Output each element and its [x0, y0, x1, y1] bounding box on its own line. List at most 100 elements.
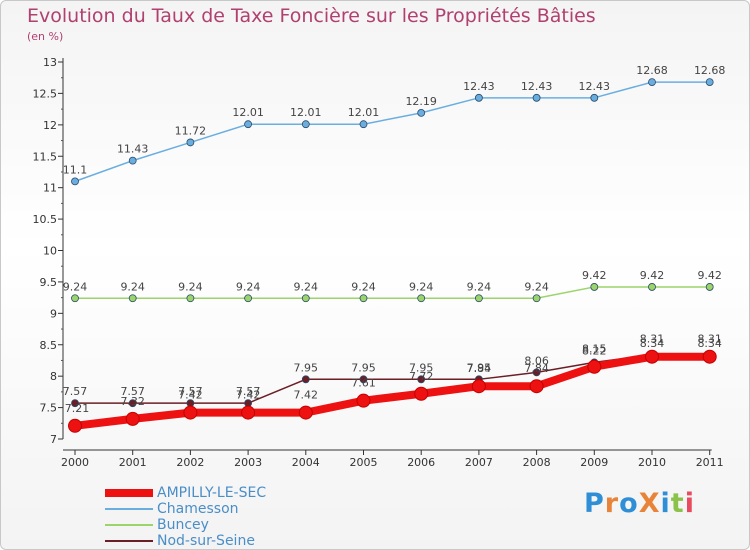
y-tick-label: 10.5	[33, 213, 58, 226]
data-point-chamesson	[301, 120, 310, 129]
data-point-ampilly-le-sec	[587, 359, 602, 374]
legend-item: Buncey	[105, 517, 405, 533]
data-point-buncey	[186, 294, 195, 303]
x-tick-label: 2005	[350, 456, 378, 469]
series-layer	[68, 78, 717, 433]
legend-item: Chamesson	[105, 501, 405, 517]
data-point-chamesson	[128, 156, 137, 165]
x-tick-label: 2010	[638, 456, 666, 469]
y-tick-label: 10	[43, 245, 57, 258]
data-point-ampilly-le-sec	[529, 379, 544, 394]
data-point-ampilly-le-sec	[68, 418, 82, 433]
data-point-chamesson	[474, 93, 483, 102]
x-tick-label: 2011	[696, 456, 724, 469]
data-label-ampilly-le-sec: 7.21	[65, 402, 90, 415]
data-label-nod-sur-seine: 8.22	[582, 344, 607, 357]
axes: 7 7.5 8 8.5 9 9.5 10 10.5 11 11.5 12 12.5 13 2000 2001…	[33, 56, 724, 469]
data-label-buncey: 9.24	[236, 280, 261, 293]
y-tick-label: 13	[43, 56, 57, 69]
data-point-ampilly-le-sec	[414, 386, 429, 401]
data-label-chamesson: 11.72	[175, 124, 207, 137]
data-label-nod-sur-seine: 7.57	[120, 385, 145, 398]
data-label-chamesson: 12.43	[521, 80, 553, 93]
x-tick-label: 2004	[292, 456, 320, 469]
x-tick-label: 2008	[523, 456, 551, 469]
x-tick-label: 2002	[176, 456, 204, 469]
data-label-buncey: 9.42	[582, 269, 607, 282]
data-label-chamesson: 12.01	[232, 106, 264, 119]
data-label-chamesson: 11.43	[117, 143, 149, 156]
data-label-ampilly-le-sec: 7.72	[409, 370, 434, 383]
legend: AMPILLY-LE-SEC Chamesson Buncey Nod-sur-Sei…	[105, 485, 405, 549]
data-label-buncey: 9.24	[409, 280, 434, 293]
y-tick-label: 9.5	[40, 276, 58, 289]
x-tick-label: 2006	[407, 456, 435, 469]
data-point-buncey	[71, 294, 79, 303]
legend-swatch	[105, 524, 153, 526]
data-label-chamesson: 12.43	[463, 80, 495, 93]
data-label-nod-sur-seine: 7.95	[409, 361, 434, 374]
series-line-ampilly-le-sec	[71, 352, 714, 430]
data-point-chamesson	[417, 108, 426, 117]
series-line-buncey	[74, 286, 711, 300]
chart-title: Evolution du Taux de Taxe Foncière sur l…	[27, 5, 596, 27]
data-label-nod-sur-seine: 7.57	[178, 385, 203, 398]
data-label-chamesson: 12.19	[405, 95, 437, 108]
data-label-chamesson: 12.68	[694, 64, 726, 77]
x-tick-label: 2001	[119, 456, 147, 469]
data-point-nod-sur-seine	[301, 375, 310, 384]
proxiti-logo: ProXiti	[584, 488, 695, 519]
data-point-chamesson	[186, 138, 195, 147]
data-label-ampilly-le-sec: 8.31	[697, 333, 722, 346]
y-tick-label: 8.5	[40, 339, 58, 352]
legend-swatch	[105, 489, 153, 497]
data-label-buncey: 9.24	[524, 280, 549, 293]
data-label-ampilly-le-sec: 8.15	[582, 343, 607, 356]
data-label-buncey: 9.42	[697, 269, 722, 282]
data-label-ampilly-le-sec: 7.42	[294, 389, 319, 402]
data-label-nod-sur-seine: 7.95	[351, 361, 376, 374]
data-label-buncey: 9.24	[178, 280, 203, 293]
data-point-ampilly-le-sec	[645, 349, 659, 364]
data-label-buncey: 9.24	[63, 280, 88, 293]
y-tick-label: 11.5	[33, 150, 58, 163]
data-point-ampilly-le-sec	[125, 411, 140, 426]
logo-letter: t	[670, 488, 685, 519]
data-label-nod-sur-seine: 8.06	[524, 354, 549, 367]
data-label-nod-sur-seine: 7.95	[467, 361, 492, 374]
data-point-ampilly-le-sec	[356, 393, 371, 408]
data-label-ampilly-le-sec: 7.84	[467, 362, 492, 375]
data-label-buncey: 9.24	[351, 280, 376, 293]
data-label-buncey: 9.24	[467, 280, 492, 293]
data-label-ampilly-le-sec: 8.31	[640, 333, 665, 346]
data-point-chamesson	[648, 78, 656, 87]
x-tick-label: 2007	[465, 456, 493, 469]
data-label-chamesson: 12.01	[290, 106, 322, 119]
legend-item: AMPILLY-LE-SEC	[105, 485, 405, 501]
data-label-nod-sur-seine: 7.57	[63, 385, 88, 398]
data-point-buncey	[128, 294, 137, 303]
data-point-chamesson	[71, 177, 79, 186]
data-point-ampilly-le-sec	[471, 379, 486, 394]
data-point-buncey	[417, 294, 426, 303]
logo-letter: r	[604, 488, 620, 519]
data-label-ampilly-le-sec: 7.32	[120, 395, 145, 408]
x-tick-label: 2009	[580, 456, 608, 469]
data-point-buncey	[474, 294, 483, 303]
data-point-ampilly-le-sec	[241, 405, 256, 420]
data-point-chamesson	[359, 120, 368, 129]
data-point-nod-sur-seine	[128, 399, 137, 408]
data-point-ampilly-le-sec	[298, 405, 313, 420]
x-tick-label: 2003	[234, 456, 262, 469]
data-point-nod-sur-seine	[532, 368, 541, 377]
y-tick-label: 8	[50, 370, 57, 383]
data-label-chamesson: 12.01	[348, 106, 380, 119]
data-labels-layer: 11.1 11.43 11.72 12.01 12.01 12.01 12.19 12.43 1…	[63, 64, 726, 415]
legend-label: Nod-sur-Seine	[157, 533, 255, 549]
data-label-nod-sur-seine: 7.95	[294, 361, 319, 374]
legend-swatch	[105, 540, 153, 542]
data-point-ampilly-le-sec	[702, 349, 717, 364]
logo-letter: o	[619, 488, 639, 519]
data-label-chamesson: 11.1	[63, 163, 88, 176]
